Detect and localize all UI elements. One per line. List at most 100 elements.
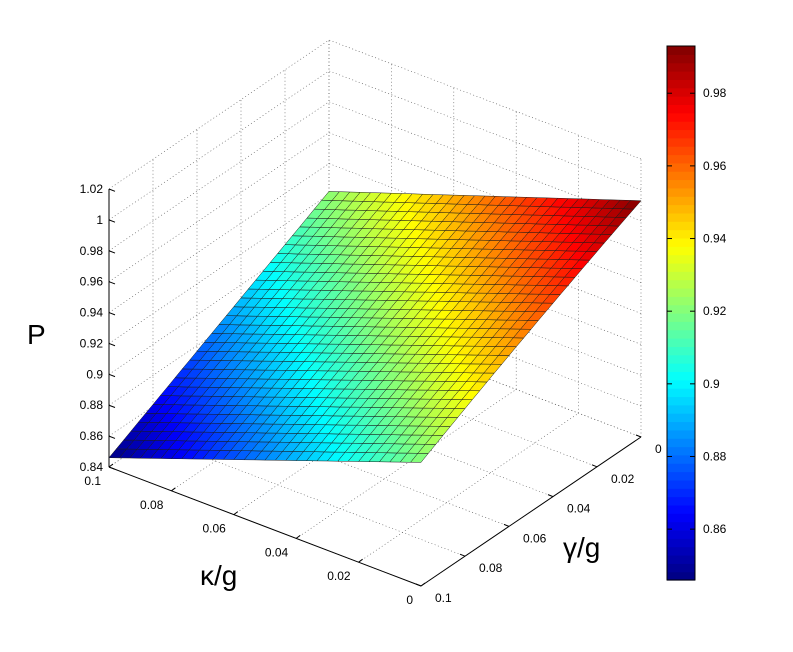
colorbar-segment (667, 429, 695, 439)
z-tick-label: 0.84 (80, 460, 104, 474)
x-axis-label: κ/g (200, 560, 237, 591)
x-tick (358, 558, 363, 563)
colorbar-segment (667, 271, 695, 281)
colorbar-segment (667, 513, 695, 523)
x-tick-label: 0.08 (140, 498, 164, 512)
y-tick (591, 464, 598, 468)
colorbar: 0.86 0.88 0.9 0.92 0.94 0.96 0.98 (666, 45, 727, 581)
y-axis-label: γ/g (563, 532, 600, 563)
y-tick-label: 0 (655, 442, 662, 456)
colorbar-segment (667, 546, 695, 556)
colorbar-segment (667, 221, 695, 231)
x-tick (108, 463, 114, 468)
z-tick-label: 0.92 (80, 336, 104, 350)
z-tick (108, 466, 116, 470)
colorbar-segment (667, 171, 695, 181)
colorbar-segment (667, 212, 695, 222)
z-tick (108, 342, 116, 347)
colorbar-segment (667, 137, 695, 147)
x-tick (233, 511, 239, 515)
colorbar-segment (667, 321, 695, 331)
colorbar-segment (667, 287, 695, 297)
colorbar-segment (667, 313, 695, 322)
z-axis-label: P (27, 319, 46, 350)
colorbar-segment (667, 421, 695, 431)
colorbar-segment (667, 179, 695, 189)
colorbar-segment (667, 204, 695, 214)
colorbar-segment (667, 62, 695, 72)
y-tick (459, 553, 466, 557)
z-tick (108, 312, 116, 316)
colorbar-segment (667, 354, 695, 364)
colorbar-segment (667, 396, 695, 406)
colorbar-tick-label: 0.98 (703, 86, 727, 100)
colorbar-segment (667, 338, 695, 347)
colorbar-segment (667, 154, 695, 164)
colorbar-segment (667, 438, 695, 448)
colorbar-segment (667, 479, 695, 489)
y-tick-label: 0.04 (567, 502, 591, 516)
axis-box (108, 189, 642, 587)
colorbar-segment (667, 196, 695, 206)
colorbar-segment (667, 329, 695, 339)
y-tick (635, 434, 642, 438)
surface-mesh (108, 191, 642, 463)
colorbar-segment (667, 262, 695, 272)
z-tick-label: 0.98 (80, 244, 104, 258)
colorbar-segment (667, 246, 695, 256)
grid-line (296, 389, 517, 539)
colorbar-tick-label: 0.88 (703, 449, 727, 463)
colorbar-segment (667, 96, 695, 105)
colorbar-segment (667, 554, 695, 564)
tick-labels: 0.84 0.86 0.88 0.9 0.92 0.94 0.96 0.98 1 1.02 0 0.0… (80, 182, 662, 607)
colorbar-segment (667, 229, 695, 239)
colorbar-segment (667, 254, 695, 264)
z-tick-label: 0.94 (80, 306, 104, 320)
colorbar-segment (667, 187, 695, 197)
colorbar-frame (666, 45, 696, 581)
z-tick-label: 0.88 (80, 398, 104, 412)
z-tick-label: 1.02 (80, 182, 104, 196)
y-tick-label: 0.06 (523, 531, 547, 545)
colorbar-segment (667, 54, 695, 64)
colorbar-segment (667, 521, 695, 531)
colorbar-segment (667, 471, 695, 481)
z-tick (108, 404, 116, 408)
y-tick-label: 0.1 (435, 591, 452, 605)
x-axis-line (108, 466, 422, 587)
colorbar-segment (667, 463, 695, 473)
colorbar-segment (667, 296, 695, 306)
x-tick (295, 535, 301, 539)
x-tick (420, 582, 426, 587)
z-tick (108, 188, 116, 192)
colorbar-tick-label: 0.96 (703, 159, 727, 173)
colorbar-segment (667, 146, 695, 156)
z-tick-label: 0.9 (86, 367, 103, 381)
y-tick (503, 523, 510, 527)
y-tick (415, 583, 422, 587)
colorbar-segment (667, 488, 695, 498)
colorbar-segment (667, 87, 695, 97)
z-tick-label: 0.96 (80, 275, 104, 289)
colorbar-segment (667, 79, 695, 89)
colorbar-segment (667, 538, 695, 548)
colorbar-tick-label: 0.9 (703, 377, 720, 391)
colorbar-segment (667, 363, 695, 372)
colorbar-segment (667, 404, 695, 414)
colorbar-segment (667, 279, 695, 289)
colorbar-segment (667, 388, 695, 398)
x-tick-label: 0.04 (265, 545, 289, 559)
colorbar-segment (667, 379, 695, 389)
y-tick-label: 0.08 (479, 561, 503, 575)
colorbar-segment (667, 571, 695, 581)
colorbar-segment (667, 304, 695, 314)
y-tick (547, 494, 554, 498)
z-tick (108, 435, 116, 439)
x-tick-label: 0.06 (202, 522, 226, 536)
colorbar-segment (667, 112, 695, 122)
z-tick-label: 0.86 (80, 429, 104, 443)
colorbar-segment (667, 563, 695, 573)
colorbar-segment (667, 121, 695, 131)
colorbar-segment (667, 346, 695, 356)
colorbar-tick-label: 0.94 (703, 232, 727, 246)
